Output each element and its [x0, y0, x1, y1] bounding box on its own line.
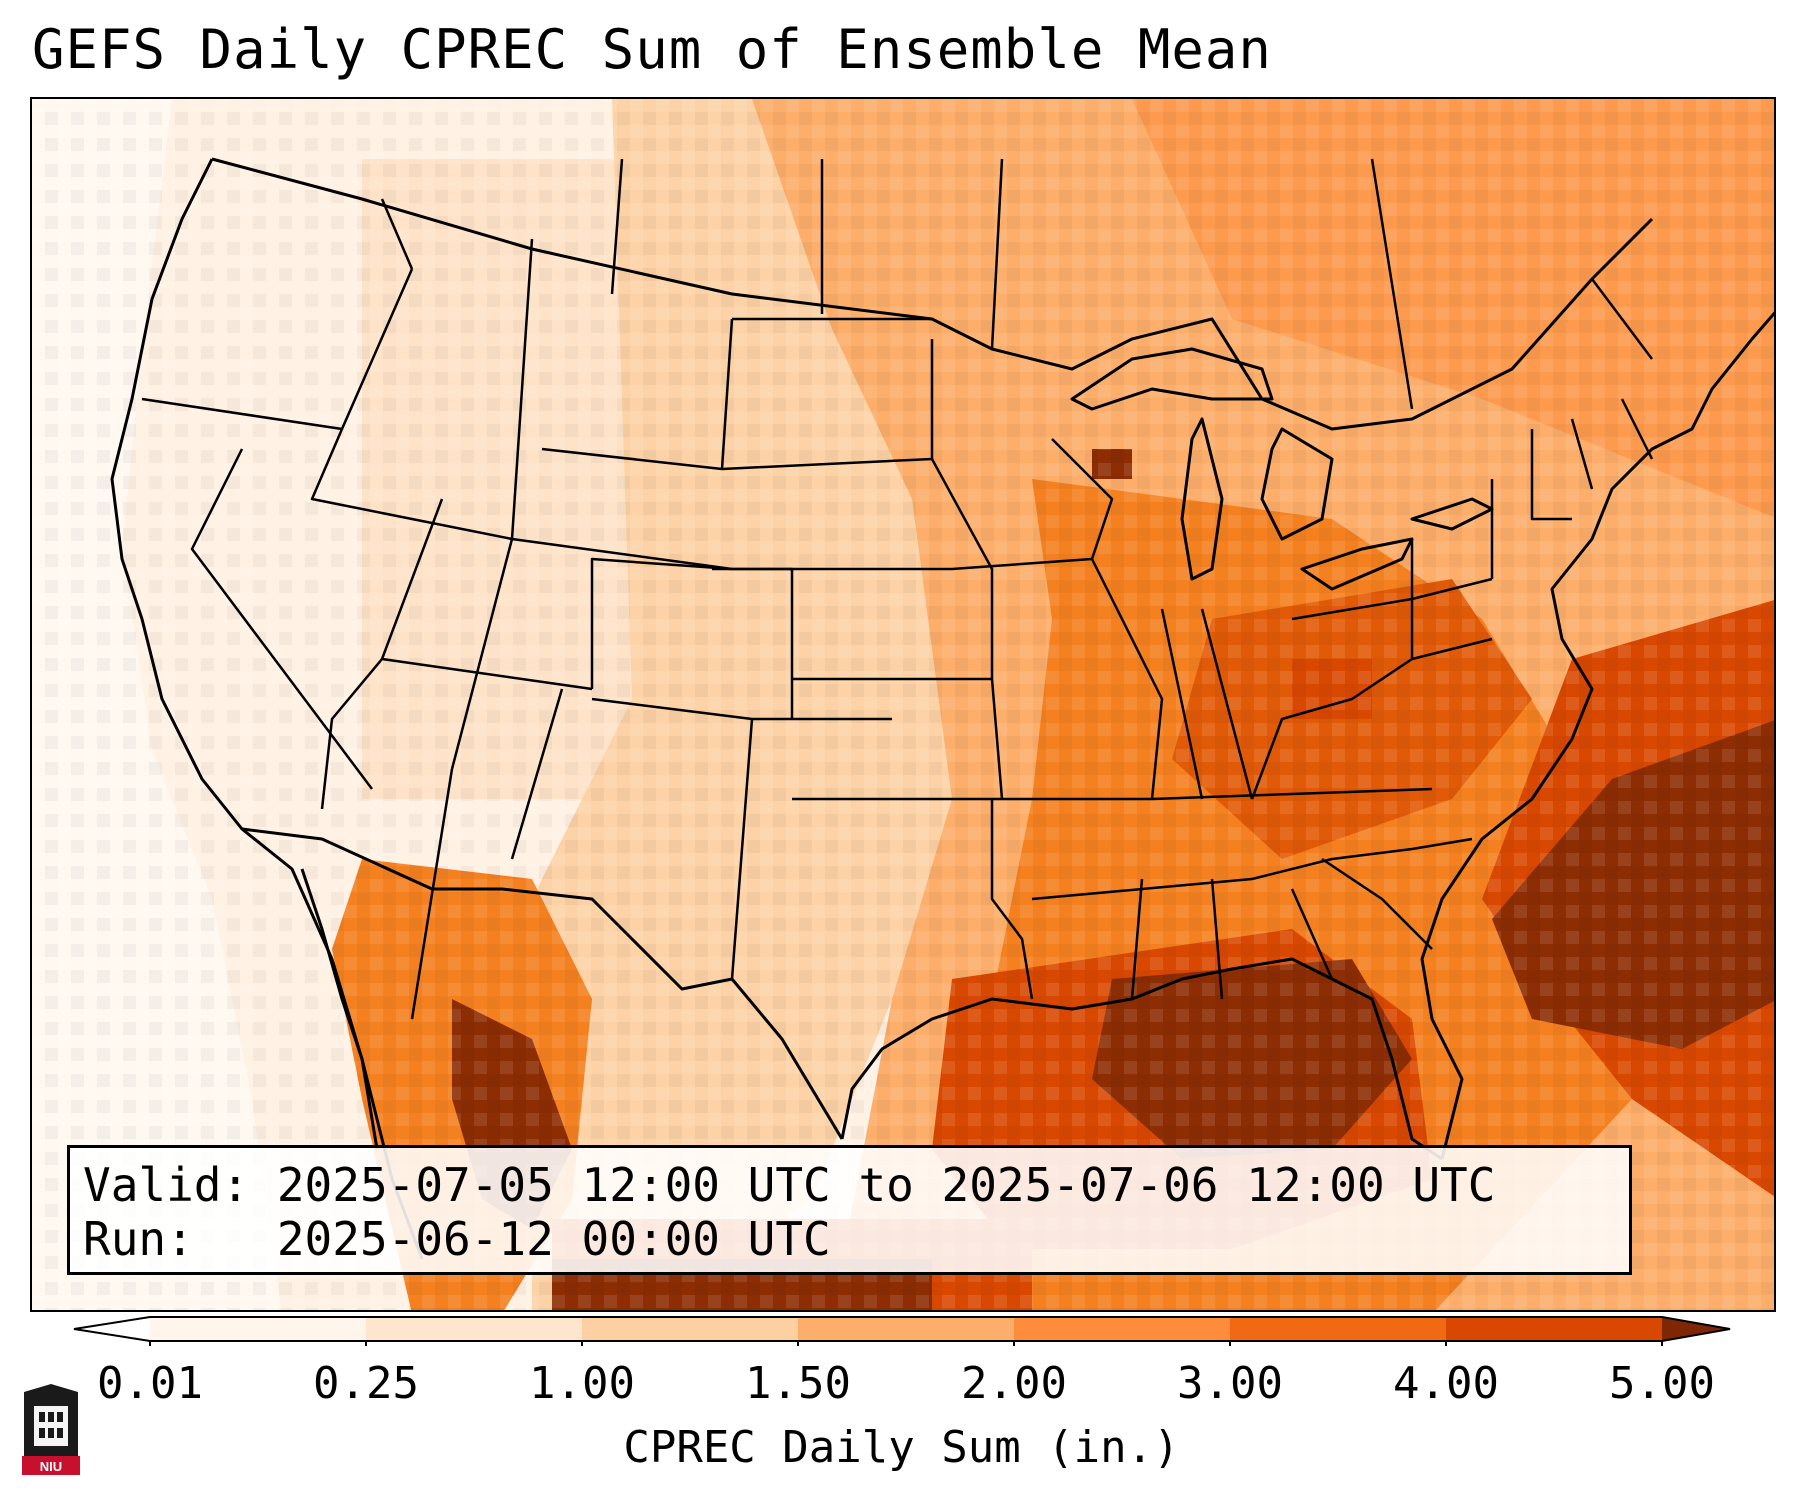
east-coastline: [1420, 311, 1774, 1160]
colorbar-tick-label: 3.00: [1177, 1358, 1283, 1409]
colorbar-segment: [150, 1317, 367, 1341]
colorbar-tick-label: 1.50: [745, 1358, 851, 1409]
gulf-coastline: [840, 957, 1443, 1161]
state-borders: [141, 198, 1654, 1020]
run-time-text: Run: 2025-06-12 00:00 UTC: [83, 1212, 831, 1266]
us-mexico-border: [241, 827, 844, 1140]
niu-logo-icon: NIU: [22, 1384, 80, 1475]
baja-coastline: [300, 868, 379, 1150]
colorbar: [73, 1316, 1731, 1346]
colorbar-segment: [798, 1317, 1015, 1341]
logo-text: NIU: [40, 1459, 62, 1474]
colorbar-tick-label: 5.00: [1609, 1358, 1715, 1409]
map-title: GEFS Daily CPREC Sum of Ensemble Mean: [32, 18, 1272, 81]
lake-erie: [1300, 537, 1414, 591]
colorbar-segment: [582, 1317, 799, 1341]
colorbar-tick-label: 2.00: [961, 1358, 1067, 1409]
colorbar-over-extend: [1662, 1317, 1730, 1341]
province-borders: [610, 158, 1653, 410]
colorbar-label: CPREC Daily Sum (in.): [623, 1422, 1180, 1473]
colorbar-outline: [73, 1316, 1731, 1342]
map-canvas: [32, 99, 1774, 1310]
colorbar-tick-label: 0.01: [97, 1358, 203, 1409]
colorbar-segment: [366, 1317, 583, 1341]
colorbar-tick-label: 4.00: [1393, 1358, 1499, 1409]
lake-superior: [1070, 347, 1274, 411]
lake-michigan: [1180, 417, 1224, 581]
colorbar-tick-label: 1.00: [529, 1358, 635, 1409]
precipitation-map: [30, 97, 1776, 1312]
colorbar-segment: [1014, 1317, 1231, 1341]
us-canada-border: [211, 157, 1654, 431]
colorbar-segment: [1230, 1317, 1447, 1341]
validity-info-box: Valid: 2025-07-05 12:00 UTC to 2025-07-0…: [67, 1145, 1632, 1275]
lake-huron: [1260, 427, 1334, 541]
valid-time-text: Valid: 2025-07-05 12:00 UTC to 2025-07-0…: [83, 1158, 1496, 1212]
map-outlines: [110, 157, 1774, 1260]
colorbar-under-extend: [74, 1317, 150, 1341]
colorbar-segment: [1446, 1317, 1663, 1341]
precip-field: [32, 99, 1774, 1310]
colorbar-tick-label: 0.25: [313, 1358, 419, 1409]
